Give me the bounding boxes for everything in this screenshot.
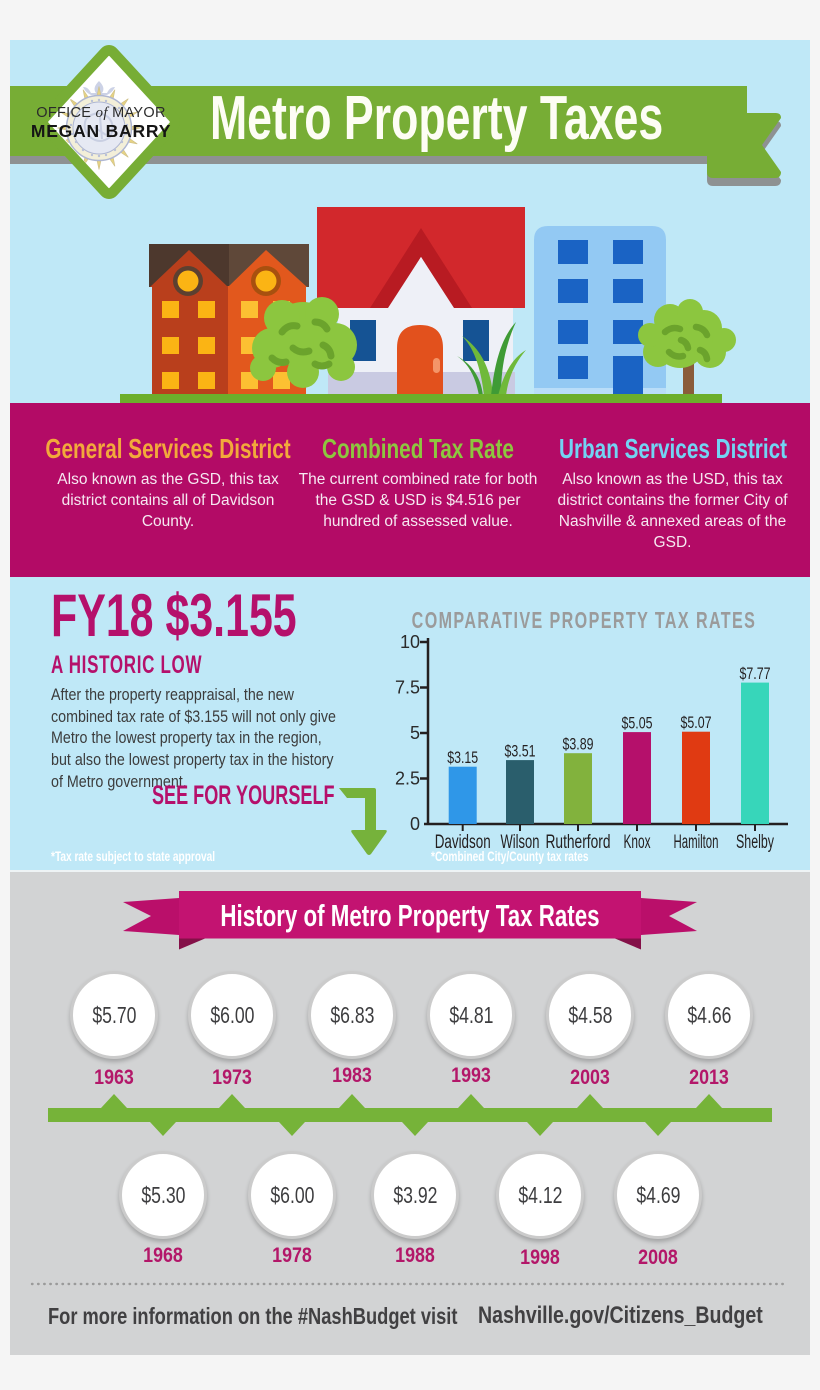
svg-text:$3.15: $3.15 [447,749,478,767]
svg-text:2.5: 2.5 [395,769,420,789]
svg-text:0: 0 [410,814,420,834]
svg-text:10: 10 [400,632,420,652]
svg-text:$5.05: $5.05 [622,715,653,733]
svg-text:$3.89: $3.89 [563,736,594,754]
svg-text:Shelby: Shelby [736,832,774,853]
svg-text:$5.07: $5.07 [681,714,712,732]
svg-text:7.5: 7.5 [395,678,420,698]
svg-text:Davidson: Davidson [435,832,491,853]
svg-text:Knox: Knox [624,832,651,853]
svg-text:Wilson: Wilson [501,832,540,853]
svg-text:5: 5 [410,723,420,743]
svg-text:$7.77: $7.77 [740,665,771,683]
svg-text:$3.51: $3.51 [505,743,536,761]
svg-text:Hamilton: Hamilton [674,832,719,853]
svg-text:Rutherford: Rutherford [546,832,611,853]
